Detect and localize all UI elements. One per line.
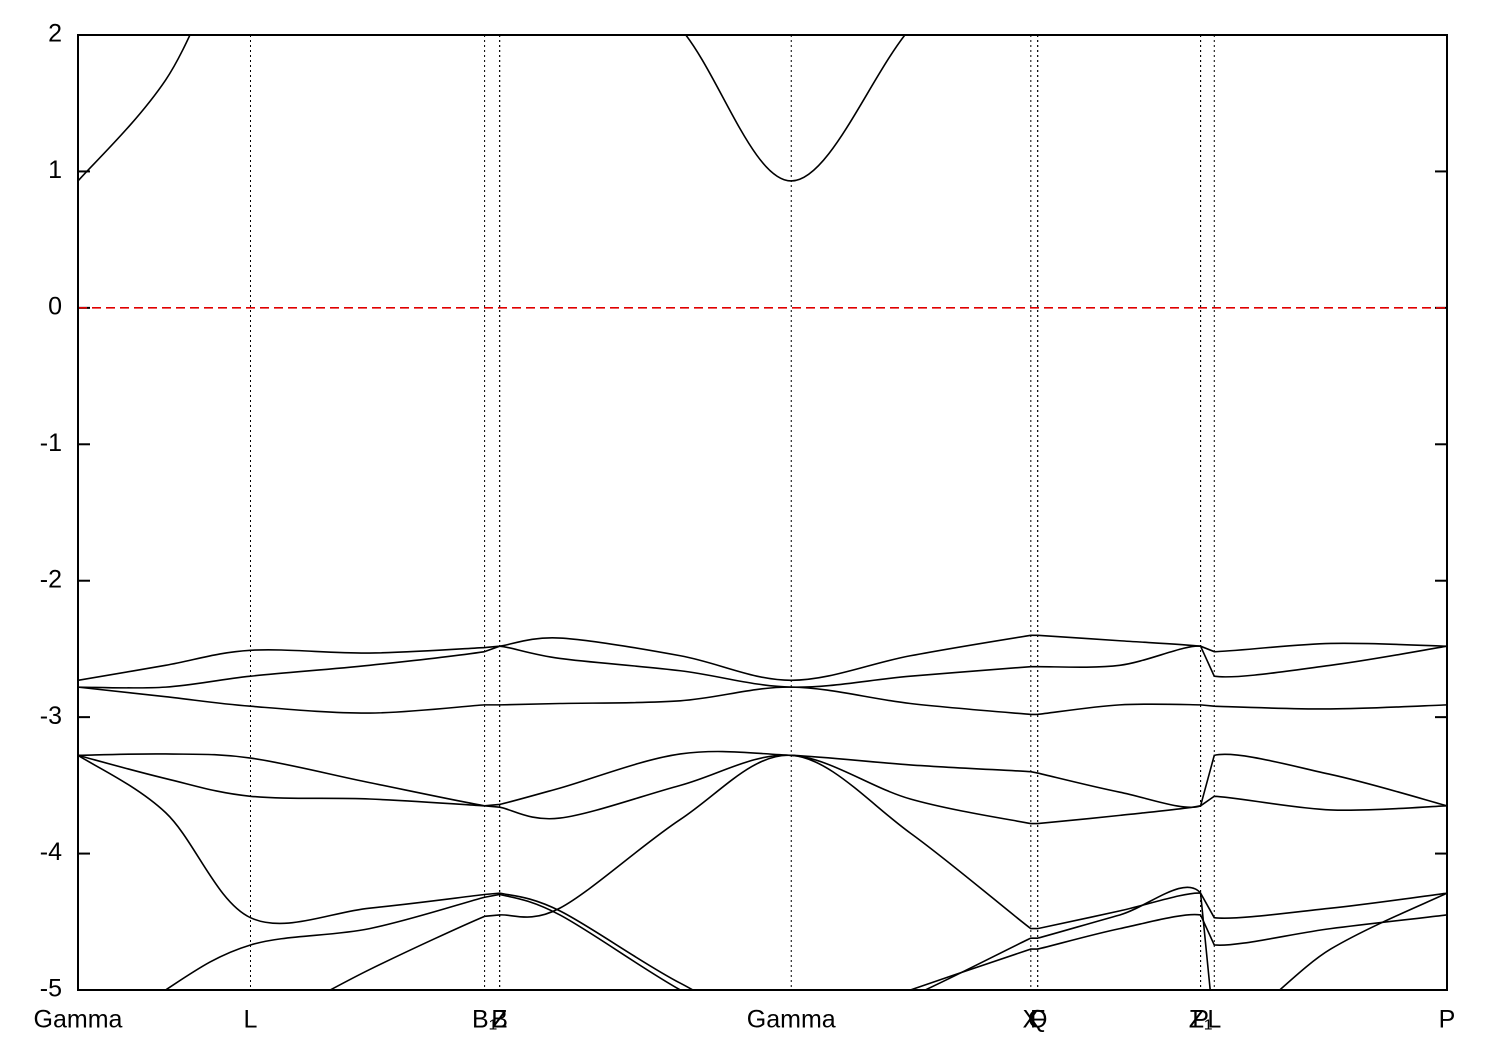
x-tick-label: Gamma <box>34 1006 123 1034</box>
band-line <box>78 35 906 182</box>
band-line <box>78 686 1447 716</box>
band-line <box>328 754 1447 990</box>
y-tick-label: -2 <box>40 565 62 593</box>
band-line <box>78 754 1447 990</box>
plot-area <box>78 35 1447 990</box>
plot-frame <box>77 34 1448 991</box>
y-tick-label: -4 <box>40 838 62 866</box>
x-tick-label: P <box>1192 1006 1209 1034</box>
x-tick-label: L <box>244 1006 258 1034</box>
x-tick-label: Z₁ <box>1189 1006 1213 1034</box>
x-tick-label: X <box>1022 1006 1039 1034</box>
band-line <box>78 754 1447 825</box>
y-tick-label: 0 <box>48 292 62 320</box>
x-tick-label: P <box>1439 1006 1456 1034</box>
x-tick-label: Z <box>492 1006 507 1034</box>
x-tick-label: L <box>1207 1006 1221 1034</box>
band-line <box>78 645 1447 689</box>
y-tick-label: -1 <box>40 429 62 457</box>
y-tick-label: -5 <box>40 975 62 1003</box>
x-tick-label: F <box>1030 1006 1045 1034</box>
band-line <box>164 886 1447 990</box>
x-tick-label: B₁ <box>472 1006 497 1034</box>
x-tick-label: Gamma <box>747 1006 836 1034</box>
y-tick-label: -3 <box>40 702 62 730</box>
x-tick-label: B <box>491 1006 508 1034</box>
y-tick-label: 2 <box>48 20 62 48</box>
x-tick-label: Q <box>1028 1006 1047 1034</box>
band-line <box>78 634 1447 682</box>
y-tick-label: 1 <box>48 156 62 184</box>
